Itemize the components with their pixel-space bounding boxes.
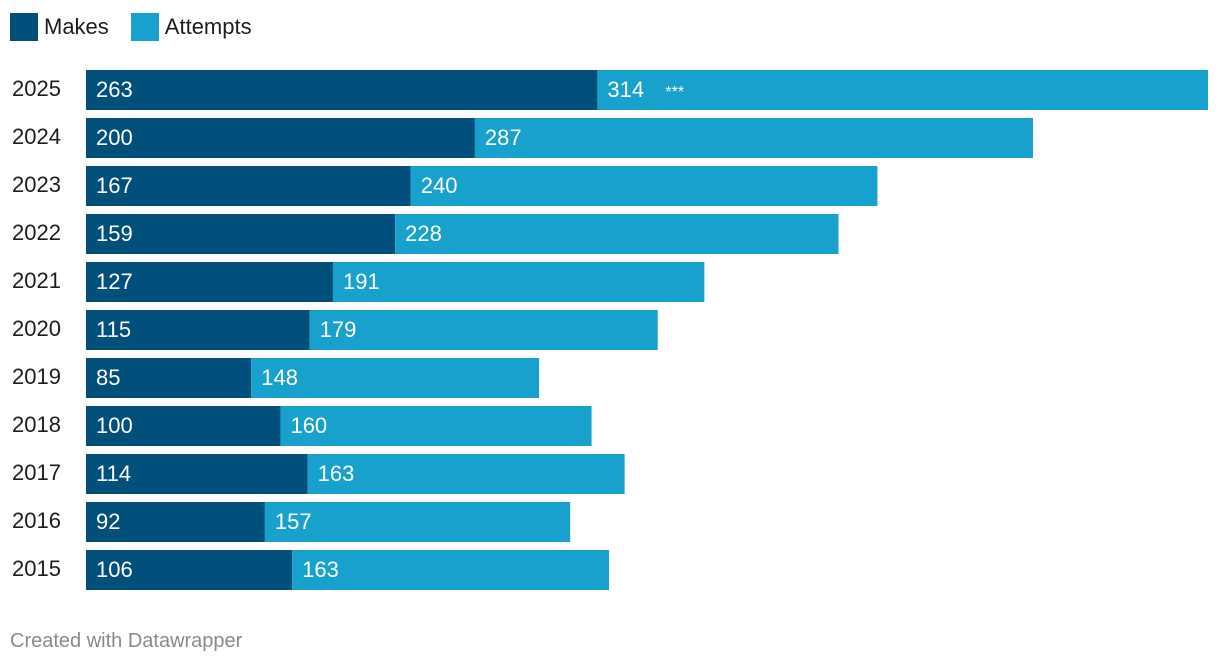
data-label-makes-2017: 114 — [96, 461, 131, 486]
data-label-makes-2022: 159 — [96, 221, 133, 246]
category-label-2016: 2016 — [12, 508, 61, 533]
category-label-2021: 2021 — [12, 268, 61, 293]
bar-attempts-2024 — [474, 118, 1033, 158]
category-label-2023: 2023 — [12, 172, 61, 197]
data-label-makes-2016: 92 — [96, 509, 120, 534]
bar-attempts-2021 — [332, 262, 705, 302]
bar-attempts-2018 — [280, 406, 592, 446]
data-label-attempts-2021: 191 — [343, 269, 380, 294]
data-label-attempts-2015: 163 — [302, 557, 339, 582]
bar-makes-2019 — [86, 358, 252, 398]
footer-credit: Created with Datawrapper — [10, 630, 243, 652]
data-label-makes-2024: 200 — [96, 125, 133, 150]
category-label-2020: 2020 — [12, 316, 61, 341]
data-label-attempts-2025: 314 — [607, 77, 644, 102]
legend-item-attempts: Attempts — [130, 13, 252, 41]
data-label-attempts-2016: 157 — [275, 509, 312, 534]
data-label-attempts-2020: 179 — [320, 317, 357, 342]
bar-makes-2025 — [86, 70, 598, 110]
bar-attempts-2023 — [410, 166, 878, 206]
bar-attempts-2025 — [597, 70, 1208, 110]
bar-makes-2016 — [86, 502, 265, 542]
legend-item-makes: Makes — [10, 13, 109, 41]
bar-makes-2021 — [86, 262, 333, 302]
legend-label-makes: Makes — [44, 14, 109, 39]
data-label-attempts-2023: 240 — [421, 173, 458, 198]
bar-attempts-2020 — [309, 310, 658, 350]
data-label-makes-2025: 263 — [96, 77, 133, 102]
category-label-2017: 2017 — [12, 460, 61, 485]
data-label-makes-2023: 167 — [96, 173, 133, 198]
data-label-attempts-2022: 228 — [405, 221, 442, 246]
bar-makes-2023 — [86, 166, 411, 206]
data-label-makes-2018: 100 — [96, 413, 133, 438]
category-label-2024: 2024 — [12, 124, 61, 149]
category-label-2018: 2018 — [12, 412, 61, 437]
category-label-2025: 2025 — [12, 76, 61, 101]
bar-makes-2015 — [86, 550, 293, 590]
bar-attempts-2015 — [292, 550, 610, 590]
legend: Makes Attempts — [10, 12, 274, 42]
data-label-attempts-2017: 163 — [318, 461, 355, 486]
data-label-makes-2020: 115 — [96, 317, 131, 342]
data-label-attempts-2024: 287 — [485, 125, 522, 150]
data-label-attempts-2019: 148 — [261, 365, 298, 390]
legend-swatch-attempts — [130, 13, 159, 41]
bar-attempts-2022 — [395, 214, 839, 254]
bar-attempts-2016 — [264, 502, 571, 542]
category-label-2019: 2019 — [12, 364, 61, 389]
legend-label-attempts: Attempts — [164, 14, 252, 39]
bar-attempts-2017 — [307, 454, 625, 494]
data-label-attempts-2018: 160 — [290, 413, 327, 438]
data-label-makes-2015: 106 — [96, 557, 133, 582]
data-label-makes-2019: 85 — [96, 365, 120, 390]
bar-makes-2024 — [86, 118, 475, 158]
bar-makes-2018 — [86, 406, 281, 446]
category-label-2022: 2022 — [12, 220, 61, 245]
bar-makes-2017 — [86, 454, 308, 494]
legend-swatch-makes — [10, 13, 38, 41]
bar-chart: 2025 263 314 *** 2024 200 287 2023 167 240 2022 159… — [12, 70, 1208, 590]
bar-attempts-2019 — [251, 358, 540, 398]
category-label-2015: 2015 — [12, 556, 61, 581]
bar-makes-2022 — [86, 214, 396, 254]
bar-makes-2020 — [86, 310, 310, 350]
data-label-makes-2021: 127 — [96, 269, 133, 294]
annotation-2025: *** — [665, 84, 684, 101]
